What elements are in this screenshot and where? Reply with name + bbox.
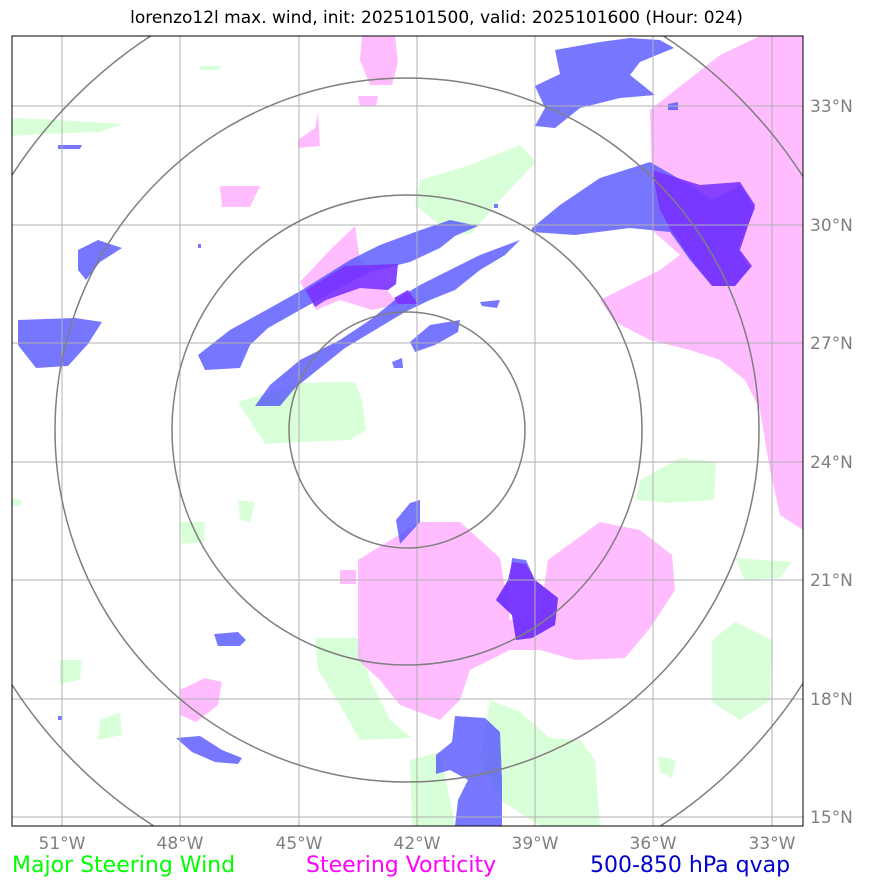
lon-tick-label: 45°W	[276, 834, 323, 854]
lat-tick-label: 15°N	[810, 808, 853, 828]
map-frame	[11, 35, 804, 827]
vorticity-layer	[180, 36, 803, 722]
lat-tick-label: 33°N	[810, 97, 853, 117]
lat-tick-label: 30°N	[810, 216, 853, 236]
legend-qvap-label: 500-850 hPa qvap	[590, 853, 791, 878]
lon-tick-label: 39°W	[512, 834, 559, 854]
lat-ticks: 33°N 30°N 27°N 24°N 21°N 18°N 15°N	[810, 97, 853, 828]
legend-wind-label: Major Steering Wind	[12, 853, 236, 878]
legend-vorticity-label: Steering Vorticity	[306, 853, 497, 878]
lon-tick-label: 33°W	[749, 834, 796, 854]
wind-layer	[12, 66, 792, 826]
grid-lines	[12, 36, 803, 826]
map-title: lorenzo12l max. wind, init: 2025101500, …	[130, 8, 743, 28]
range-ring-1	[288, 311, 526, 549]
lat-tick-label: 24°N	[810, 453, 853, 473]
lat-tick-label: 27°N	[810, 334, 853, 354]
overlap-layer	[306, 170, 755, 640]
range-ring-2	[171, 194, 643, 666]
lon-tick-label: 42°W	[394, 834, 441, 854]
lat-tick-label: 18°N	[810, 690, 853, 710]
lon-tick-label: 51°W	[39, 834, 86, 854]
lon-ticks: 51°W 48°W 45°W 42°W 39°W 36°W 33°W	[39, 834, 796, 854]
lat-tick-label: 21°N	[810, 571, 853, 591]
lon-tick-label: 36°W	[630, 834, 677, 854]
qvap-layer	[18, 38, 755, 826]
lon-tick-label: 48°W	[157, 834, 204, 854]
range-ring-3	[54, 77, 760, 783]
